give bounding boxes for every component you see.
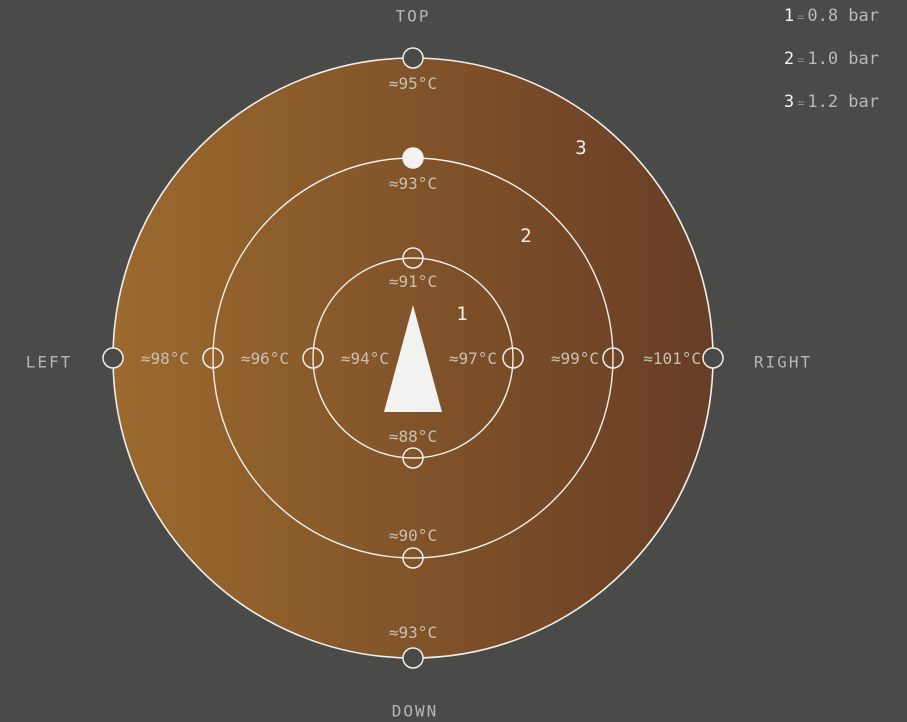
node-ring1-right[interactable] — [502, 347, 524, 369]
temp-ring3-down: ≈93°C — [389, 623, 437, 642]
temp-ring3-left: ≈98°C — [141, 349, 189, 368]
node-ring2-right[interactable] — [602, 347, 624, 369]
direction-label-top: TOP — [395, 6, 431, 26]
temp-ring1-down: ≈88°C — [389, 427, 437, 446]
node-ring1-down[interactable] — [402, 447, 424, 469]
triangle-pointer-icon — [384, 305, 442, 412]
node-ring3-down[interactable] — [402, 647, 424, 669]
temp-ring2-down: ≈90°C — [389, 526, 437, 545]
legend-value: 0.8 bar — [807, 6, 879, 26]
equals-sign: = — [797, 53, 805, 67]
temp-ring1-right: ≈97°C — [449, 349, 497, 368]
legend-key: 3 — [783, 92, 795, 112]
legend-key: 1 — [783, 6, 795, 26]
temp-ring3-right: ≈101°C — [643, 349, 701, 368]
ring-1 — [312, 257, 514, 459]
node-ring3-top[interactable] — [402, 47, 424, 69]
node-ring2-left[interactable] — [202, 347, 224, 369]
pressure-legend: 1 = 0.8 bar 2 = 1.0 bar 3 = 1.2 bar — [784, 4, 879, 133]
legend-row-1: 1 = 0.8 bar — [784, 4, 879, 47]
equals-sign: = — [797, 10, 805, 24]
equals-sign: = — [797, 96, 805, 110]
node-ring3-left[interactable] — [102, 347, 124, 369]
direction-label-right: RIGHT — [753, 352, 813, 372]
legend-value: 1.2 bar — [807, 92, 879, 112]
temp-ring2-top: ≈93°C — [389, 174, 437, 193]
legend-row-3: 3 = 1.2 bar — [784, 90, 879, 133]
temp-ring1-left: ≈94°C — [341, 349, 389, 368]
temp-ring1-top: ≈91°C — [389, 272, 437, 291]
temp-ring2-right: ≈99°C — [551, 349, 599, 368]
ring-label-2: 2 — [520, 225, 531, 247]
legend-key: 2 — [783, 49, 795, 69]
ring-label-1: 1 — [456, 303, 467, 325]
direction-label-left: LEFT — [25, 352, 73, 372]
node-ring1-top[interactable] — [402, 247, 424, 269]
legend-value: 1.0 bar — [807, 49, 879, 69]
temp-ring3-top: ≈95°C — [389, 74, 437, 93]
node-ring3-right[interactable] — [702, 347, 724, 369]
direction-label-down: DOWN — [391, 701, 439, 721]
ring-label-3: 3 — [575, 137, 586, 159]
legend-row-2: 2 = 1.0 bar — [784, 47, 879, 90]
node-ring2-top-selected[interactable] — [402, 147, 424, 169]
node-ring1-left[interactable] — [302, 347, 324, 369]
node-ring2-down[interactable] — [402, 547, 424, 569]
temp-ring2-left: ≈96°C — [241, 349, 289, 368]
